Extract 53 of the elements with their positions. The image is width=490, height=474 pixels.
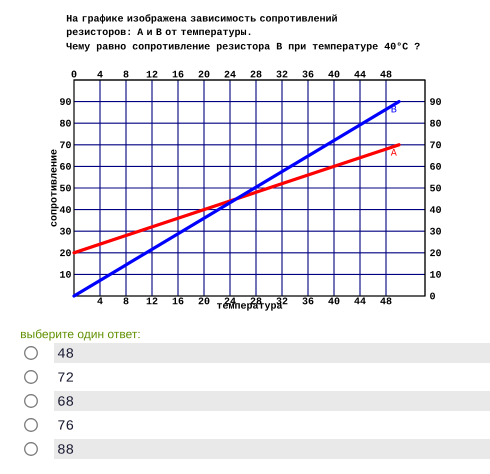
x2-tick-label: 0 <box>72 70 76 78</box>
x2-tick-label: 24 <box>224 70 236 78</box>
x-tick-label: 40 <box>328 298 340 304</box>
y-tick-label: 90 <box>60 98 71 105</box>
text: 72 <box>58 372 74 382</box>
y2-tick-label: 70 <box>430 141 441 148</box>
y2-tick-label: 60 <box>430 162 441 170</box>
x-tick-label: 48 <box>380 298 392 304</box>
x2-tick-label: 28 <box>250 70 262 78</box>
y2-tick-label: 10 <box>430 270 441 278</box>
x2-tick-label: 32 <box>276 70 288 78</box>
x-tick-label: 36 <box>302 298 314 304</box>
y-tick-label: 70 <box>60 141 71 148</box>
text: 76 <box>58 420 74 430</box>
x2-tick-label: 16 <box>172 70 184 78</box>
x-axis-title: температура <box>217 303 282 311</box>
y-tick-label: 40 <box>60 206 71 213</box>
x2-tick-label: 36 <box>302 70 314 78</box>
x2-tick-label: 44 <box>354 70 366 78</box>
y-tick-label: 10 <box>60 270 71 278</box>
y-tick-label: 80 <box>60 120 71 127</box>
text: 88 <box>58 444 74 454</box>
text: 68 <box>58 396 74 406</box>
chart-title: На графике изображена зависимость сопротивлений резисторов: A и B от температуры. <box>66 14 337 38</box>
series-label: A <box>390 149 397 156</box>
y2-tick-label: 90 <box>430 98 441 105</box>
y2-tick-label: 0 <box>430 292 435 300</box>
x-tick-label: 44 <box>354 298 366 304</box>
x-tick-label: 4 <box>97 298 103 304</box>
y2-tick-label: 20 <box>430 249 441 256</box>
y2-tick-label: 40 <box>430 206 441 213</box>
x2-tick-label: 20 <box>198 70 210 78</box>
chart-subtitle: Чему равно сопротивление резистора B при температуре 40°C ? <box>66 42 420 52</box>
x-tick-label: 8 <box>124 298 128 304</box>
x2-tick-label: 48 <box>380 70 392 78</box>
y-tick-label: 50 <box>60 184 71 192</box>
y2-tick-label: 30 <box>430 228 441 235</box>
x-tick-label: 16 <box>172 298 184 304</box>
text: 48 <box>58 348 74 358</box>
x2-tick-label: 40 <box>328 70 340 78</box>
x-tick-label: 12 <box>146 298 158 304</box>
y2-tick-label: 50 <box>430 184 441 192</box>
y-tick-label: 60 <box>60 162 71 170</box>
y-axis-title: сопротивление <box>51 149 59 226</box>
x2-tick-label: 4 <box>97 70 103 78</box>
y-tick-label: 30 <box>60 228 71 235</box>
x2-tick-label: 8 <box>124 70 128 78</box>
text: выберите один ответ: <box>21 329 140 341</box>
x-tick-label: 20 <box>198 298 210 304</box>
x-tick-label: 32 <box>276 298 288 304</box>
x2-tick-label: 12 <box>146 70 158 78</box>
y-tick-label: 20 <box>60 249 71 256</box>
y2-tick-label: 80 <box>430 120 441 127</box>
